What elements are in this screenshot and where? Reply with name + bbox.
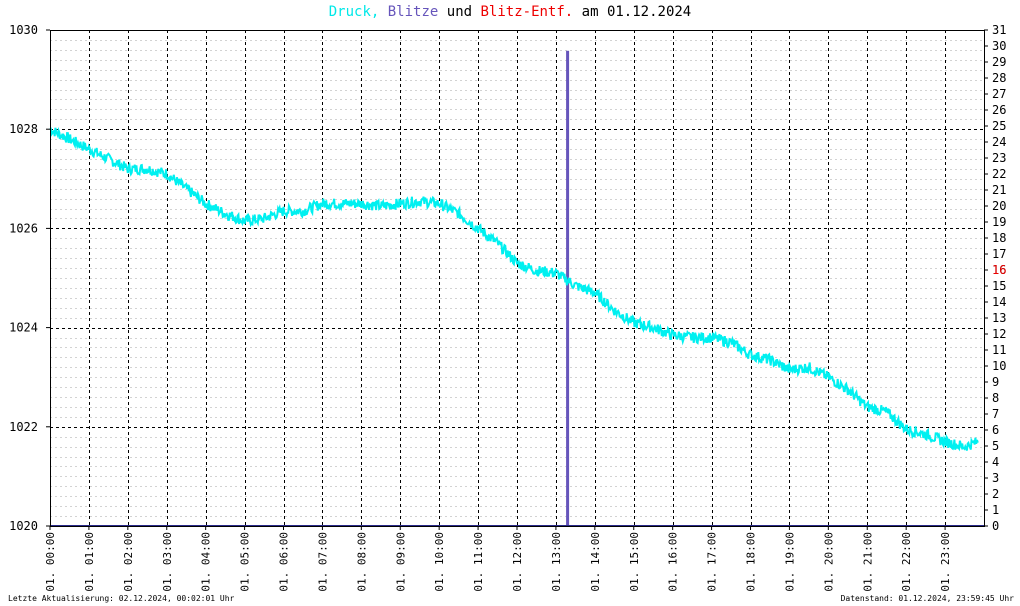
- x-tick-label: 01. 03:00: [161, 532, 174, 592]
- title-am: am: [581, 4, 599, 20]
- x-tick-label: 01. 19:00: [783, 532, 796, 592]
- left-tick-label: 1030: [9, 23, 38, 37]
- right-tick-label: 15: [992, 279, 1006, 293]
- x-tick-label: 01. 20:00: [822, 532, 835, 592]
- right-tick-label: 9: [992, 375, 999, 389]
- x-tick-label: 01. 08:00: [355, 532, 368, 592]
- blitze-bar: [566, 50, 570, 527]
- right-tick-label: 14: [992, 295, 1006, 309]
- last-update-text: Letzte Aktualisierung: 02.12.2024, 00:02…: [8, 594, 235, 603]
- x-tick-label: 01. 05:00: [239, 532, 252, 592]
- x-tick-label: 01. 09:00: [394, 532, 407, 592]
- right-tick-label: 6: [992, 423, 999, 437]
- title-blitz-entf: Blitz-Entf.: [480, 4, 574, 20]
- x-tick-label: 01. 16:00: [667, 532, 680, 592]
- right-tick-label: 10: [992, 359, 1006, 373]
- left-tick-label: 1022: [9, 420, 38, 434]
- right-tick-label: 5: [992, 439, 999, 453]
- title-druck: Druck,: [328, 4, 380, 20]
- right-tick-label: 11: [992, 343, 1006, 357]
- data-status-text: Datenstand: 01.12.2024, 23:59:45 Uhr: [840, 594, 1014, 603]
- x-tick-label: 01. 18:00: [745, 532, 758, 592]
- x-tick-label: 01. 23:00: [939, 532, 952, 592]
- x-tick-label: 01. 06:00: [278, 532, 291, 592]
- x-tick-label: 01. 00:00: [44, 532, 57, 592]
- right-tick-label: 26: [992, 103, 1006, 117]
- title-date: 01.12.2024: [606, 4, 692, 20]
- x-tick-label: 01. 15:00: [628, 532, 641, 592]
- title-blitze: Blitze: [387, 4, 439, 20]
- right-tick-label: 3: [992, 471, 999, 485]
- axes: 1020102210241026102810300123456789101112…: [9, 23, 1006, 592]
- x-tick-label: 01. 01:00: [83, 532, 96, 592]
- right-tick-label: 2: [992, 487, 999, 501]
- right-tick-label: 29: [992, 55, 1006, 69]
- right-tick-label: 19: [992, 215, 1006, 229]
- blitz-entf-marker-label: 16: [992, 263, 1006, 277]
- right-tick-label: 18: [992, 231, 1006, 245]
- right-tick-label: 22: [992, 167, 1006, 181]
- right-tick-label: 30: [992, 39, 1006, 53]
- right-tick-label: 1: [992, 503, 999, 517]
- x-tick-label: 01. 12:00: [511, 532, 524, 592]
- x-tick-label: 01. 10:00: [433, 532, 446, 592]
- right-tick-label: 8: [992, 391, 999, 405]
- right-tick-label: 27: [992, 87, 1006, 101]
- right-tick-label: 4: [992, 455, 999, 469]
- right-tick-label: 31: [992, 23, 1006, 37]
- right-tick-label: 23: [992, 151, 1006, 165]
- right-tick-label: 17: [992, 247, 1006, 261]
- right-tick-label: 21: [992, 183, 1006, 197]
- left-tick-label: 1024: [9, 321, 38, 335]
- chart-title: Druck, Blitze und Blitz-Entf. am 01.12.2…: [0, 3, 1020, 21]
- left-tick-label: 1020: [9, 519, 38, 533]
- right-tick-label: 24: [992, 135, 1006, 149]
- x-tick-label: 01. 21:00: [861, 532, 874, 592]
- right-tick-label: 16: [992, 263, 1006, 277]
- x-tick-label: 01. 17:00: [706, 532, 719, 592]
- right-tick-label: 25: [992, 119, 1006, 133]
- right-tick-label: 0: [992, 519, 999, 533]
- x-tick-label: 01. 07:00: [316, 532, 329, 592]
- left-tick-label: 1028: [9, 122, 38, 136]
- x-tick-label: 01. 14:00: [589, 532, 602, 592]
- x-tick-label: 01. 11:00: [472, 532, 485, 592]
- right-tick-label: 13: [992, 311, 1006, 325]
- x-tick-label: 01. 22:00: [900, 532, 913, 592]
- right-tick-label: 12: [992, 327, 1006, 341]
- x-tick-label: 01. 02:00: [122, 532, 135, 592]
- left-tick-label: 1026: [9, 221, 38, 235]
- druck-line: [49, 126, 979, 452]
- grid: [50, 30, 984, 526]
- x-tick-label: 01. 04:00: [200, 532, 213, 592]
- title-und: und: [446, 4, 473, 20]
- right-tick-label: 7: [992, 407, 999, 421]
- x-tick-label: 01. 13:00: [550, 532, 563, 592]
- right-tick-label: 28: [992, 71, 1006, 85]
- right-tick-label: 20: [992, 199, 1006, 213]
